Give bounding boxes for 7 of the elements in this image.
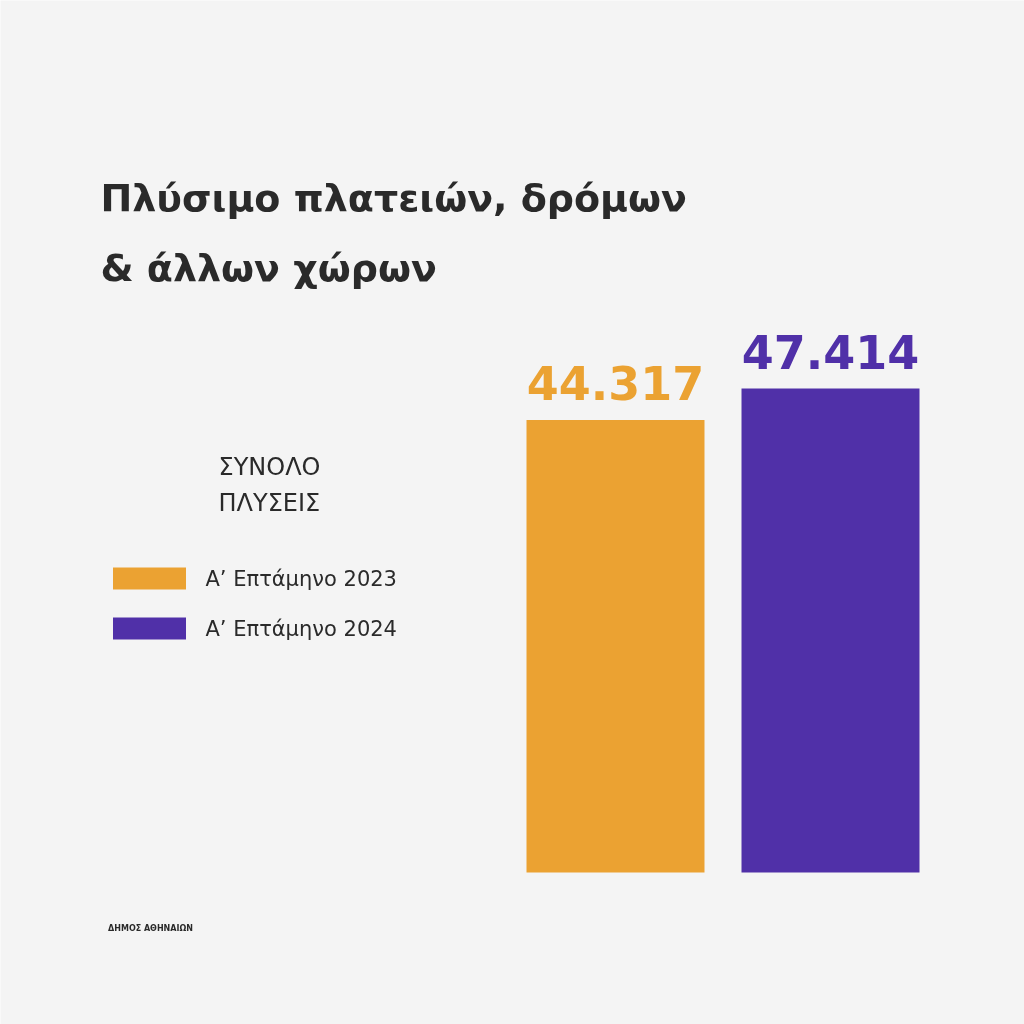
text: ΔΗΜΟΣ ΑΘΗΝΑΙΩΝ (108, 924, 193, 933)
data-label: 44.317 (526, 357, 705, 412)
legend-label: Α’ Επτάμηνο 2024 (205, 616, 397, 641)
legend-title: ΣΥΝΟΛΟ ΠΛΥΣΕΙΣ (218, 452, 321, 517)
legend-label: Α’ Επτάμηνο 2023 (205, 566, 397, 591)
chart-title: Πλύσιμο πλατειών, δρόμων & άλλων χώρων (100, 175, 687, 290)
data-label: 47.414 (741, 325, 920, 380)
